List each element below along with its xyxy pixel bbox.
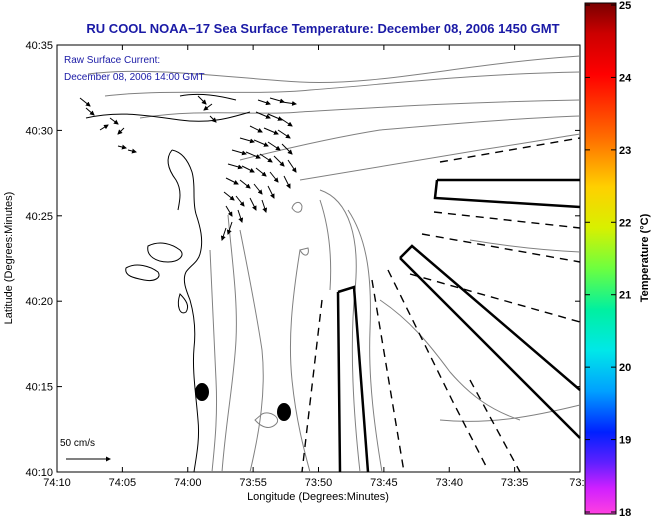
annotation-line-2: December 08, 2006 14:00 GMT [64,72,205,83]
x-tick-label: 73:35 [501,477,529,489]
x-tick-label: 74:00 [174,477,202,489]
y-axis: 40:35 40:30 40:25 40:20 40:15 40:10 [25,40,580,479]
black-marker-2 [277,403,291,421]
x-tick-label: 73:55 [239,477,267,489]
y-tick-label: 40:10 [25,467,53,479]
colorbar-label: Temperature (°C) [639,213,651,302]
current-vectors [79,95,297,241]
colorbar-tick-label: 20 [619,362,631,374]
colorbar-tick-label: 22 [619,217,631,229]
colorbar-tick-label: 18 [619,507,631,518]
black-marker-1 [195,383,209,401]
annotation-line-1: Raw Surface Current: [64,55,160,66]
colorbar [584,2,617,515]
plot-area [56,44,581,473]
x-tick-label: 74:05 [109,477,137,489]
x-tick-label: 73:50 [305,477,333,489]
y-axis-label: Latitude (Degrees:Minutes) [3,192,15,325]
colorbar-tick-label: 23 [619,145,631,157]
x-tick-label: 73:40 [435,477,463,489]
colorbar-tick-label: 24 [619,72,632,84]
colorbar-tick-label: 25 [619,0,631,12]
chart-title: RU COOL NOAA−17 Sea Surface Temperature:… [86,21,559,36]
colorbar-tick-label: 19 [619,435,631,447]
colorbar-tick-label: 21 [619,290,631,302]
x-axis-label: Longitude (Degrees:Minutes) [247,491,389,503]
x-tick-label: 73:45 [370,477,398,489]
y-tick-label: 40:25 [25,211,53,223]
colorbar-ticks: 25 24 23 22 21 20 19 18 [585,0,632,518]
shipping-lanes [336,178,581,473]
y-tick-label: 40:30 [25,125,53,137]
y-tick-label: 40:20 [25,296,53,308]
x-axis: 74:10 74:05 74:00 73:55 73:50 73:45 73:40 73:35… [43,45,591,489]
dashed-boundaries [301,137,581,473]
x-tick-label: 74:10 [43,477,71,489]
scale-label: 50 cm/s [60,438,95,449]
y-tick-label: 40:15 [25,382,53,394]
coastline [85,93,251,473]
y-tick-label: 40:35 [25,40,53,52]
